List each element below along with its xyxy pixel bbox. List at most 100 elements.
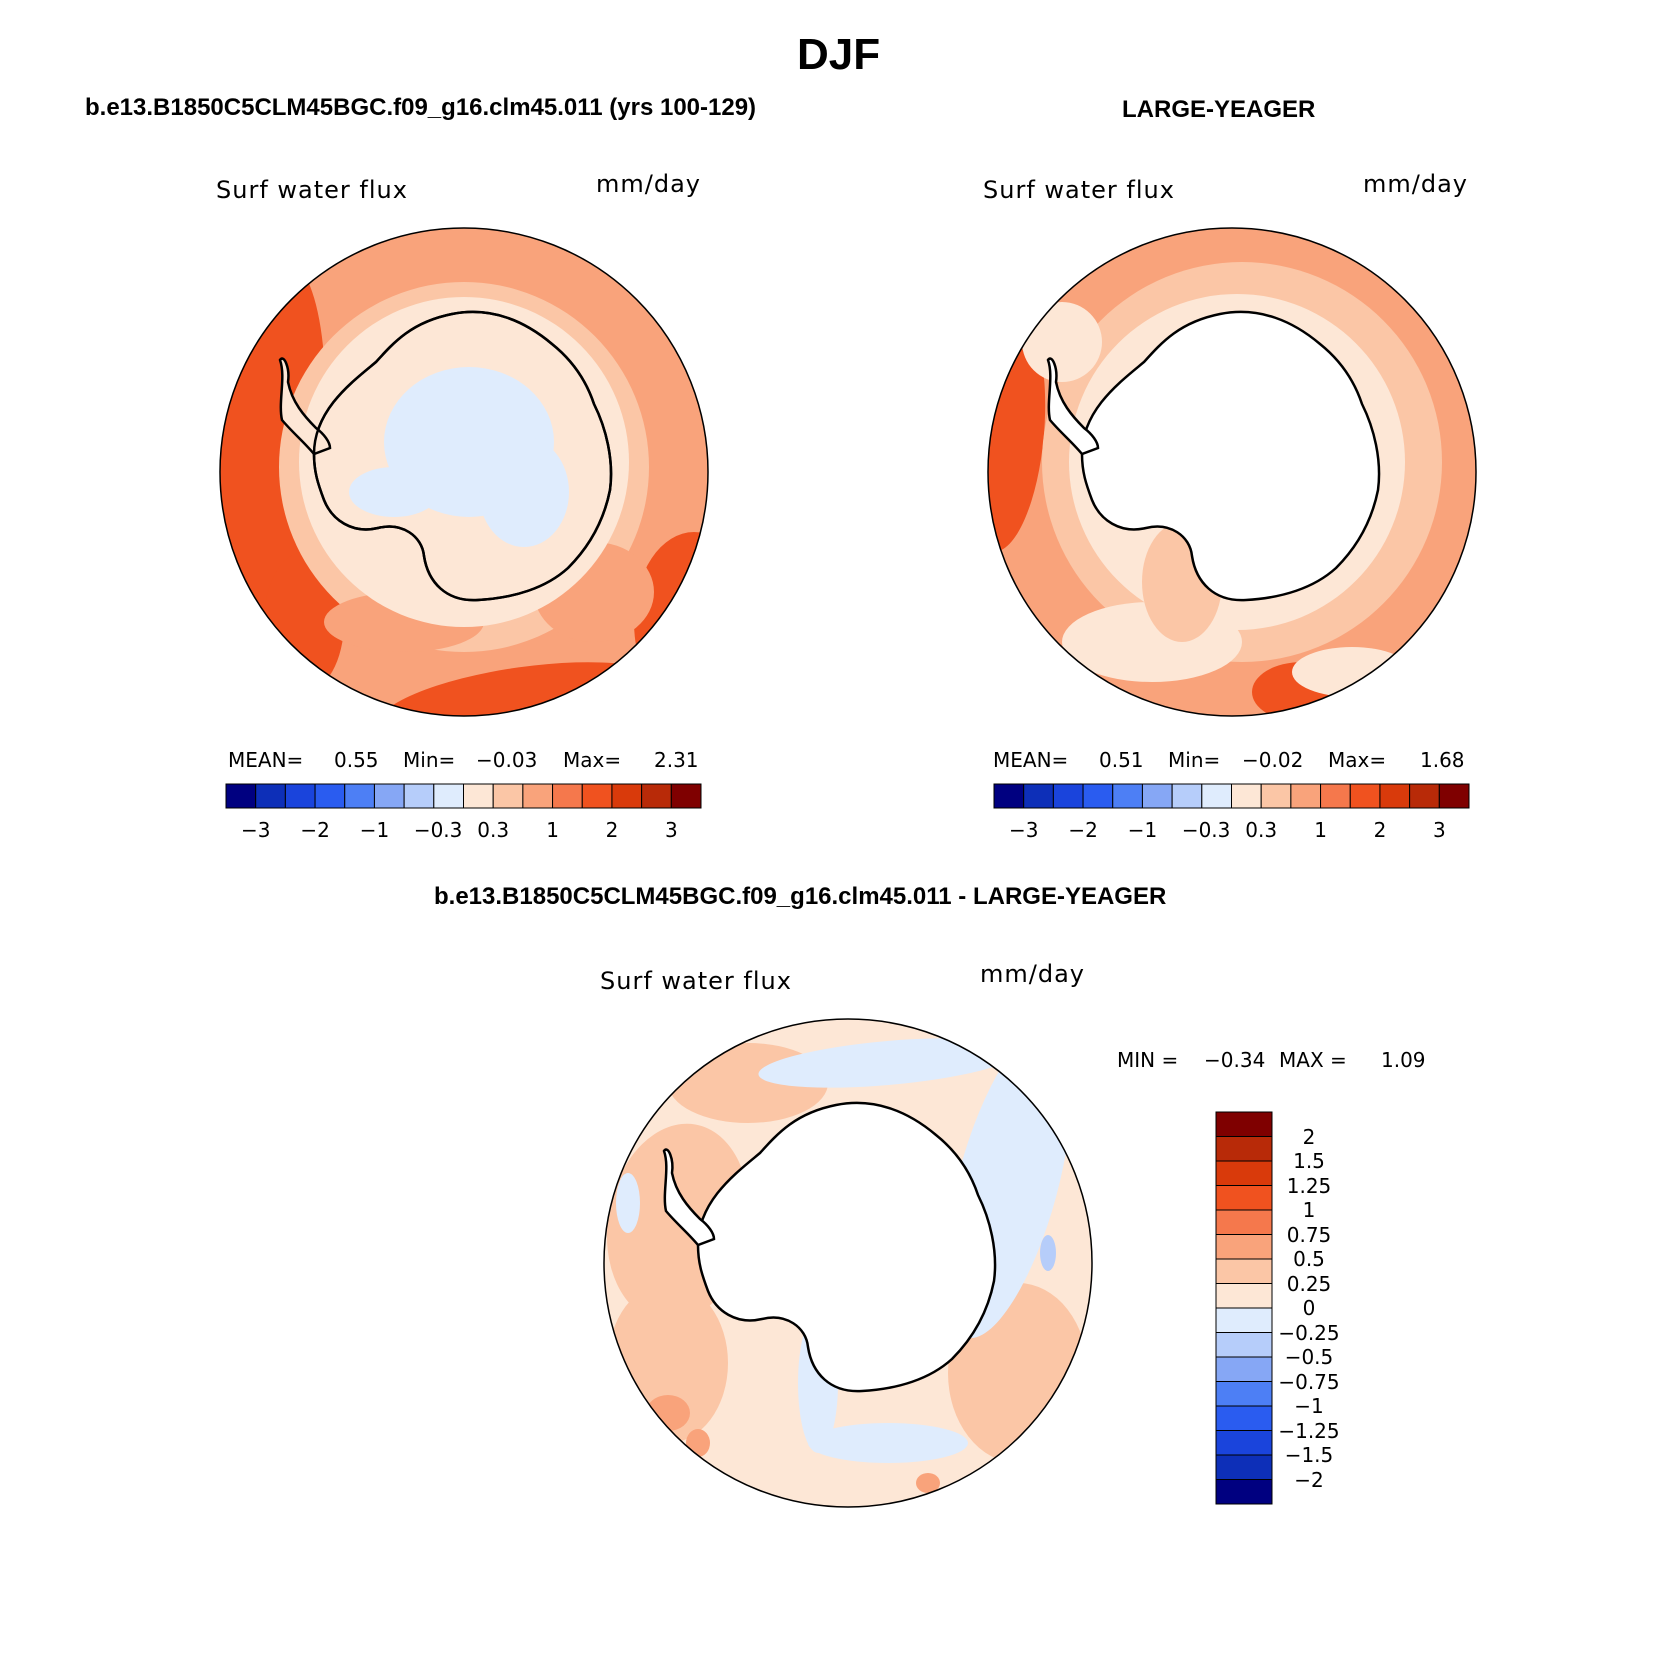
colorbar-tick-label-obs: −2	[1068, 818, 1098, 842]
colorbar-tick-label-obs: 3	[1432, 818, 1446, 842]
strong-positive-anomaly	[646, 1395, 690, 1431]
colorbar-box-diff	[1215, 1185, 1273, 1211]
colorbar-box-diff	[1215, 1258, 1273, 1284]
colorbar-tick-label-diff: 1.5	[1293, 1149, 1325, 1173]
colorbar-tick-label-model: 2	[605, 818, 619, 842]
colorbar-box-obs	[1409, 783, 1440, 809]
colorbar-box-obs	[993, 783, 1025, 809]
colorbar-box-model	[552, 783, 583, 809]
colorbar-box-diff	[1215, 1136, 1273, 1162]
stat-min-value-obs: −0.02	[1242, 748, 1304, 772]
stat-mean-value-obs: 0.51	[1099, 748, 1144, 772]
colorbar-box-model	[373, 783, 405, 809]
colorbar-box-model	[255, 783, 286, 809]
colorbar-box-diff	[1215, 1160, 1273, 1186]
strong-positive-anomaly	[916, 1473, 940, 1493]
negative-anomaly	[616, 1173, 640, 1233]
colorbar-tick-label-obs: −0.3	[1181, 818, 1231, 842]
colorbar-box-model	[581, 783, 613, 809]
negative-flux-interior	[349, 467, 439, 517]
colorbar-box-model	[670, 783, 702, 809]
colorbar-box-model	[641, 783, 672, 809]
colorbar-box-model	[284, 783, 316, 809]
stat-min-value-diff: −0.34	[1204, 1048, 1266, 1072]
colorbar-box-diff	[1215, 1307, 1273, 1333]
colorbar-tick-label-model: −0.3	[413, 818, 463, 842]
high-flux-region	[634, 532, 708, 712]
colorbar-box-obs	[1290, 783, 1322, 809]
stat-max-label-model: Max=	[563, 748, 622, 772]
colorbar-tick-label-model: −2	[300, 818, 330, 842]
negative-anomaly	[618, 1028, 678, 1058]
strong-positive-anomaly	[686, 1429, 710, 1457]
colorbar-box-model	[433, 783, 464, 809]
stat-min-label-obs: Min=	[1168, 748, 1221, 772]
colorbar-box-diff	[1215, 1111, 1273, 1137]
colorbar-box-obs	[1023, 783, 1054, 809]
stat-mean-value-model: 0.55	[334, 748, 379, 772]
variable-label-diff: Surf water flux	[600, 967, 792, 995]
colorbar-box-model	[611, 783, 643, 809]
stat-max-value-diff: 1.09	[1381, 1048, 1426, 1072]
colorbar-box-model	[344, 783, 375, 809]
colorbar-box-diff	[1215, 1234, 1273, 1260]
panel-title-diff: b.e13.B1850C5CLM45BGC.f09_g16.clm45.011 …	[434, 883, 1167, 910]
colorbar-box-diff	[1215, 1405, 1273, 1431]
colorbar-box-obs	[1112, 783, 1143, 809]
variable-label-model: Surf water flux	[216, 176, 408, 204]
colorbar-tick-label-diff: −2	[1294, 1467, 1324, 1492]
units-label-diff: mm/day	[980, 960, 1085, 988]
colorbar-box-obs	[1082, 783, 1114, 809]
colorbar-box-obs	[1052, 783, 1084, 809]
colorbar-box-obs	[1320, 783, 1351, 809]
colorbar-box-model	[314, 783, 346, 809]
colorbar-tick-label-model: −3	[240, 818, 271, 842]
colorbar-box-diff	[1215, 1430, 1273, 1456]
colorbar-box-obs	[1379, 783, 1411, 809]
colorbar-tick-label-obs: 2	[1373, 818, 1387, 842]
colorbar-tick-label-model: −1	[359, 818, 390, 842]
colorbar-tick-label-model: 0.3	[477, 818, 510, 842]
colorbar-tick-label-diff: 1	[1302, 1198, 1316, 1222]
colorbar-tick-label-model: 3	[664, 818, 678, 842]
colorbar-box-diff	[1215, 1356, 1273, 1382]
stat-max-label-obs: Max=	[1328, 748, 1387, 772]
main-title: DJF	[797, 30, 881, 79]
units-label-model: mm/day	[596, 170, 701, 198]
map-model	[220, 228, 708, 716]
colorbar-tick-label-diff: −0.5	[1284, 1345, 1334, 1369]
strong-negative-anomaly	[1040, 1235, 1056, 1271]
stat-max-value-obs: 1.68	[1420, 748, 1465, 772]
colorbar-tick-label-diff: 0.75	[1286, 1222, 1332, 1247]
stat-max-label-diff: MAX =	[1279, 1048, 1347, 1072]
stat-mean-label-obs: MEAN=	[993, 748, 1069, 772]
stat-max-value-model: 2.31	[654, 748, 699, 772]
stat-min-label-diff: MIN =	[1117, 1048, 1179, 1072]
colorbar-tick-label-obs: 1	[1314, 818, 1327, 842]
colorbar-box-diff	[1215, 1332, 1273, 1358]
colorbar-tick-label-diff: −0.25	[1278, 1320, 1340, 1345]
colorbar-box-obs	[1231, 783, 1262, 809]
map-obs	[988, 228, 1476, 716]
colorbar-tick-label-model: 1	[546, 818, 559, 842]
panel-title-obs: LARGE-YEAGER	[1122, 96, 1316, 123]
negative-anomaly	[758, 1038, 1018, 1088]
colorbar-tick-label-diff: 0.25	[1286, 1271, 1332, 1296]
colorbar-box-obs	[1171, 783, 1203, 809]
colorbar-box-model	[225, 783, 257, 809]
colorbar-tick-label-diff: 0.5	[1293, 1247, 1325, 1271]
high-flux-region	[988, 312, 1046, 552]
colorbar-box-model	[463, 783, 494, 809]
stat-min-label-model: Min=	[403, 748, 456, 772]
colorbar-box-diff	[1215, 1209, 1273, 1235]
colorbar-box-obs	[1260, 783, 1292, 809]
colorbar-tick-label-obs: 0.3	[1245, 818, 1278, 842]
colorbar-box-model	[522, 783, 554, 809]
colorbar-tick-label-diff: 1.25	[1286, 1173, 1332, 1198]
colorbar-tick-label-diff: −1.5	[1284, 1443, 1334, 1467]
negative-flux-interior	[479, 437, 569, 547]
colorbar-tick-label-diff: −0.75	[1278, 1369, 1340, 1394]
colorbar-box-obs	[1141, 783, 1173, 809]
colorbar-box-obs	[1201, 783, 1232, 809]
